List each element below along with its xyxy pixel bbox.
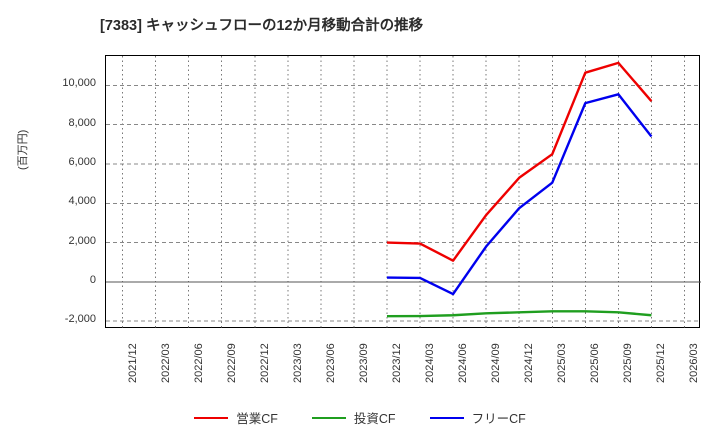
x-tick-label: 2025/03: [556, 343, 569, 383]
x-tick-label: 2022/03: [159, 343, 172, 383]
legend-label: 投資CF: [353, 412, 396, 426]
x-tick-label: 2023/09: [357, 343, 370, 383]
legend-color-swatch: [194, 416, 229, 419]
legend-color-swatch: [429, 416, 464, 419]
x-tick-label: 2022/09: [225, 343, 238, 383]
chart-title: [7383] キャッシュフローの12か月移動合計の推移: [100, 18, 424, 34]
legend-label: 営業CF: [236, 412, 278, 426]
x-tick-label: 2025/09: [622, 343, 635, 383]
series-lines: [386, 61, 653, 318]
legend-item[interactable]: フリーCF: [429, 408, 526, 427]
y-tick-label: -2,000: [64, 313, 96, 326]
series-line: [386, 61, 653, 262]
x-tick-label: 2022/12: [258, 343, 271, 383]
y-tick-label: 0: [89, 273, 96, 286]
x-tick-label: 2023/03: [291, 343, 304, 383]
x-tick-label: 2025/12: [655, 343, 668, 383]
chart-legend: 営業CF 投資CF フリーCF: [0, 408, 720, 427]
legend-color-swatch: [311, 416, 346, 419]
x-tick-label: 2024/12: [523, 343, 536, 383]
x-tick-label: 2021/12: [126, 343, 139, 383]
y-tick-label: 6,000: [68, 156, 96, 169]
y-axis-label: (百万円): [17, 129, 29, 170]
x-tick-label: 2024/06: [457, 343, 470, 383]
x-tick-label: 2022/06: [192, 343, 205, 383]
y-tick-label: 8,000: [68, 116, 96, 129]
y-tick-label: 2,000: [68, 234, 96, 247]
x-tick-label: 2024/03: [424, 343, 437, 383]
series-line: [386, 310, 652, 318]
y-tick-label: 4,000: [68, 195, 96, 208]
x-tick-label: 2026/03: [688, 343, 701, 383]
y-tick-label: 10,000: [62, 77, 96, 90]
series-line: [386, 93, 653, 296]
plot-area: [105, 55, 701, 329]
x-tick-label: 2025/06: [589, 343, 602, 383]
legend-label: フリーCF: [471, 412, 526, 426]
legend-item[interactable]: 営業CF: [194, 408, 278, 427]
legend-item[interactable]: 投資CF: [311, 408, 396, 427]
x-tick-label: 2024/09: [490, 343, 503, 383]
x-tick-label: 2023/12: [390, 343, 403, 383]
x-tick-label: 2023/06: [324, 343, 337, 383]
